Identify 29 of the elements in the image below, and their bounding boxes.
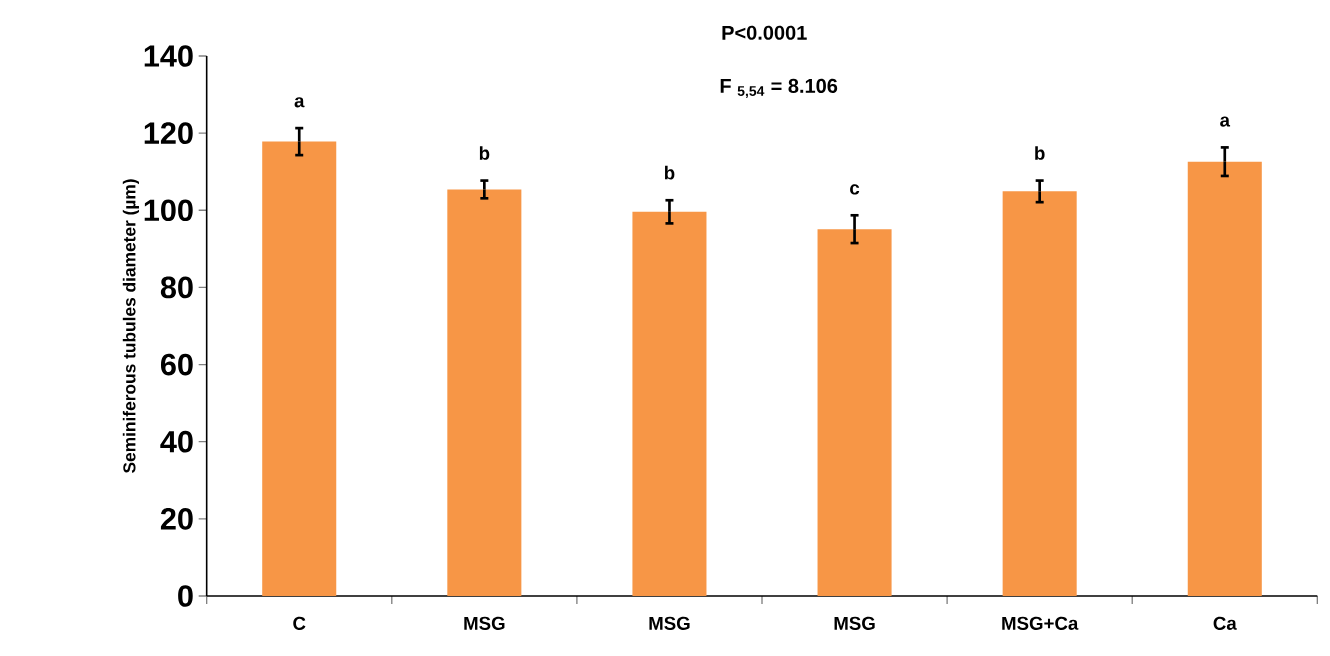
bar	[632, 211, 707, 596]
x-tick-label: Ca	[1213, 616, 1237, 630]
y-tick-label: 140	[144, 45, 193, 67]
x-tick-label: MSG	[834, 616, 875, 630]
text: P<0.0001	[722, 25, 807, 40]
bar	[1002, 191, 1077, 596]
annotation: F $_{5,54}$ = 8.106	[720, 78, 838, 98]
bar	[817, 229, 892, 596]
data-label: a	[1220, 116, 1231, 127]
y-tick-label: 40	[160, 430, 193, 453]
x-tick-label: MSG	[649, 616, 690, 630]
y-tick-label: 0	[178, 585, 193, 607]
y-tick-label: 20	[160, 507, 193, 530]
x-tick-label: MSG	[464, 616, 505, 630]
data-label: b	[1035, 146, 1045, 160]
bar	[262, 141, 337, 596]
bar	[1187, 161, 1262, 596]
y-tick-label: 120	[144, 122, 193, 144]
data-label: c	[850, 184, 860, 195]
data-label: b	[664, 165, 675, 180]
y-axis-title: Seminiferous tubules diameter (µm)	[122, 179, 139, 474]
x-tick-label: MSG+Ca	[1002, 616, 1079, 630]
y-tick-label: 100	[144, 199, 193, 222]
data-label: b	[479, 146, 490, 160]
y-tick-label: 60	[160, 353, 193, 376]
data-label: a	[294, 97, 305, 108]
y-tick-label: 80	[160, 276, 193, 299]
x-tick-label: C	[293, 616, 306, 630]
bar	[447, 189, 522, 596]
